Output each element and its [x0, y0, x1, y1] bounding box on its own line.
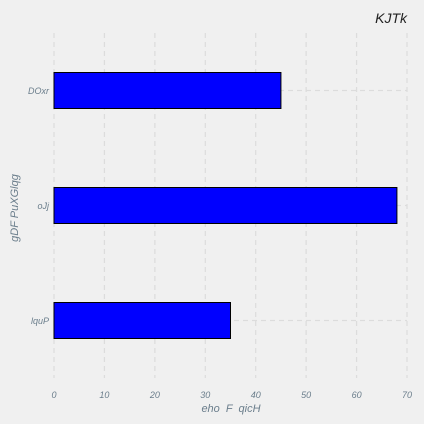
- y-axis-label: gDF PuXGlqg: [9, 173, 21, 242]
- x-tick-labels: 0 10 20 30 40 50 60 70: [51, 390, 412, 400]
- y-tick-labels: DOxr oJj lquP: [28, 86, 50, 326]
- x-tick-label: 20: [149, 390, 160, 400]
- bar-oJj: [53, 187, 398, 224]
- bar-layer: [53, 72, 398, 339]
- y-tick-label: lquP: [31, 316, 49, 326]
- bar-lquP: [53, 302, 231, 339]
- bar-DOxr: [53, 72, 282, 109]
- x-axis-label: eho F qicH: [201, 403, 260, 415]
- y-tick-label: DOxr: [28, 86, 50, 96]
- x-tick-label: 0: [51, 390, 56, 400]
- x-tick-label: 40: [251, 390, 261, 400]
- x-tick-label: 30: [200, 390, 210, 400]
- x-tick-label: 60: [352, 390, 362, 400]
- x-tick-label: 10: [99, 390, 109, 400]
- x-tick-label: 50: [301, 390, 311, 400]
- y-tick-label: oJj: [37, 201, 50, 211]
- x-tick-label: 70: [402, 390, 412, 400]
- chart-title: KJTk: [375, 10, 408, 26]
